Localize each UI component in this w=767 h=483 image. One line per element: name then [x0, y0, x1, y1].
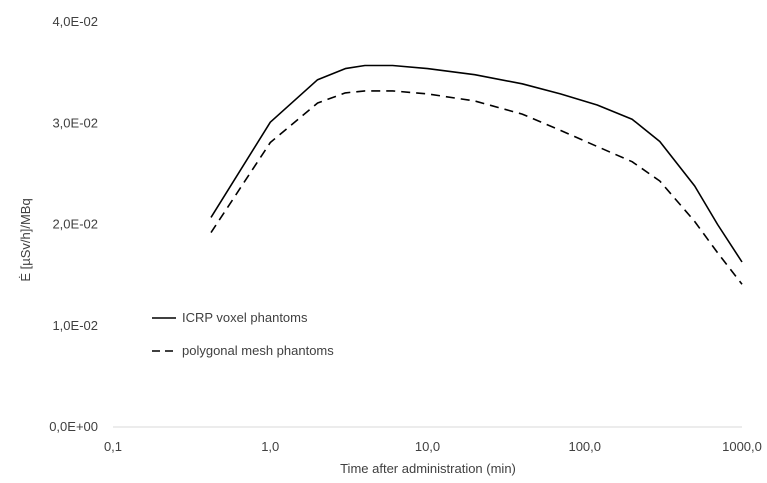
x-tick-label: 100,0: [568, 439, 601, 454]
y-axis-ticks: 0,0E+00 1,0E-02 2,0E-02 3,0E-02 4,0E-02: [49, 14, 98, 434]
legend-label-icrp-voxel-phantoms: ICRP voxel phantoms: [182, 310, 308, 325]
legend-label-polygonal-mesh-phantoms: polygonal mesh phantoms: [182, 343, 334, 358]
x-tick-label: 10,0: [415, 439, 440, 454]
y-tick-label: 0,0E+00: [49, 419, 98, 434]
x-axis-title: Time after administration (min): [340, 461, 516, 476]
y-axis-title: Ė [µSv/h]/MBq: [18, 198, 33, 281]
y-tick-label: 4,0E-02: [52, 14, 98, 29]
y-tick-label: 3,0E-02: [52, 115, 98, 130]
x-axis-ticks: 0,1 1,0 10,0 100,0 1000,0: [104, 439, 762, 454]
y-tick-label: 1,0E-02: [52, 318, 98, 333]
x-tick-label: 1000,0: [722, 439, 762, 454]
y-tick-label: 2,0E-02: [52, 217, 98, 232]
series-line-polygonal-mesh-phantoms: [210, 90, 743, 285]
x-tick-label: 1,0: [261, 439, 279, 454]
x-tick-label: 0,1: [104, 439, 122, 454]
series-line-icrp-voxel-phantoms: [210, 64, 743, 263]
series-layer: [210, 64, 743, 285]
legend: ICRP voxel phantoms polygonal mesh phant…: [152, 310, 334, 358]
